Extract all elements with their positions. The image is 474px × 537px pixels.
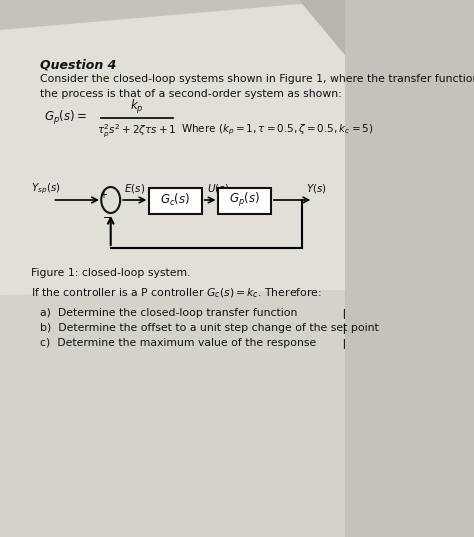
Text: $Y(s)$: $Y(s)$	[306, 182, 327, 195]
Text: [5: [5	[342, 323, 354, 333]
Text: Consider the closed-loop systems shown in Figure 1, where the transfer function : Consider the closed-loop systems shown i…	[40, 74, 474, 84]
Text: $E(s)$: $E(s)$	[124, 182, 146, 195]
Text: If the controller is a P controller $G_c(s) = k_c$. Therefore:: If the controller is a P controller $G_c…	[31, 286, 321, 300]
Text: Where $(k_p = 1, \tau = 0.5, \zeta = 0.5, k_c = 5)$: Where $(k_p = 1, \tau = 0.5, \zeta = 0.5…	[181, 123, 373, 137]
Polygon shape	[299, 0, 345, 55]
Text: a)  Determine the closed-loop transfer function: a) Determine the closed-loop transfer fu…	[40, 308, 297, 318]
Text: $G_p(s) =$: $G_p(s) =$	[44, 109, 87, 127]
Text: [4: [4	[342, 338, 354, 348]
Text: $U(s)$: $U(s)$	[208, 182, 229, 195]
Text: $G_c(s)$: $G_c(s)$	[160, 192, 191, 208]
Text: the process is that of a second-order system as shown:: the process is that of a second-order sy…	[40, 89, 342, 99]
Text: Question 4: Question 4	[40, 58, 117, 71]
Text: [10: [10	[342, 308, 360, 318]
Text: b)  Determine the offset to a unit step change of the set point: b) Determine the offset to a unit step c…	[40, 323, 379, 333]
Text: Figure 1: closed-loop system.: Figure 1: closed-loop system.	[31, 268, 190, 278]
Text: c)  Determine the maximum value of the response: c) Determine the maximum value of the re…	[40, 338, 316, 348]
Text: $k_p$: $k_p$	[130, 98, 144, 116]
FancyBboxPatch shape	[149, 188, 202, 214]
Text: $Y_{sp}(s)$: $Y_{sp}(s)$	[31, 182, 60, 197]
Polygon shape	[0, 290, 345, 537]
Text: −: −	[103, 213, 112, 223]
Text: +: +	[99, 190, 107, 200]
FancyBboxPatch shape	[219, 188, 271, 214]
Text: $\tau_p^2 s^2 + 2\zeta\tau s + 1$: $\tau_p^2 s^2 + 2\zeta\tau s + 1$	[97, 122, 177, 140]
Polygon shape	[0, 0, 345, 310]
Text: $G_p(s)$: $G_p(s)$	[229, 191, 260, 209]
